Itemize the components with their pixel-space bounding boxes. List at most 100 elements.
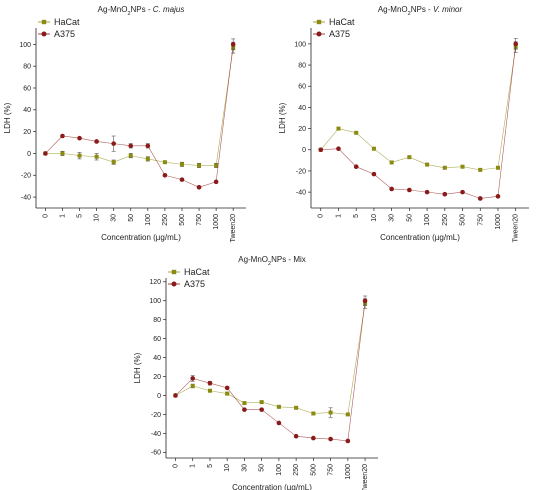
chart-title-part: Ag-MnO [238, 255, 268, 264]
chart-title-part: C. majus [153, 5, 185, 14]
legend-swatch [41, 19, 47, 25]
data-point [371, 146, 376, 151]
data-point [477, 196, 483, 201]
x-tick-label: 30 [111, 214, 118, 222]
chart-title-part: V. minor [433, 5, 463, 14]
data-point [478, 167, 483, 172]
legend-swatch [316, 31, 322, 37]
data-point [442, 191, 448, 197]
series-a375 [43, 38, 236, 190]
x-tick-label: 1 [190, 464, 197, 468]
legend-label: A375 [184, 279, 205, 289]
series-a375 [318, 38, 519, 201]
series-hacat [318, 41, 518, 172]
x-tick-label: Tween20 [513, 214, 520, 243]
data-point [389, 160, 394, 165]
y-axis-label: LDH (%) [278, 102, 287, 133]
y-tick-label: 0 [27, 151, 31, 158]
chart-title: Ag-MnO2NPs - Mix [238, 255, 306, 267]
y-tick-label: -20 [21, 173, 31, 180]
chart-title-part: NPs - Mix [271, 255, 306, 264]
x-tick-label: 250 [293, 464, 300, 476]
x-axis-label: Concentration (µg/mL) [380, 233, 460, 242]
data-point [460, 189, 465, 195]
data-point [513, 41, 519, 47]
chart-title-part: NPs - [131, 5, 153, 14]
data-point [77, 135, 82, 141]
data-point [294, 405, 299, 410]
x-tick-label: 0 [318, 214, 325, 218]
chart-title: Ag-MnO2NPs - V. minor [378, 5, 463, 17]
chart-title-part: NPs - [411, 5, 433, 14]
y-tick-label: 80 [298, 62, 306, 69]
data-point [336, 126, 341, 131]
legend-label: A375 [54, 29, 75, 39]
data-point [345, 438, 351, 444]
x-tick-label: 1000 [213, 214, 220, 230]
x-tick-label: 100 [145, 214, 152, 226]
data-point [407, 187, 412, 193]
data-point [318, 147, 324, 153]
x-tick-label: 10 [94, 214, 101, 222]
y-axis-label: LDH (%) [3, 102, 12, 133]
legend-swatch [316, 19, 322, 25]
series-line [175, 300, 366, 442]
y-tick-label: 40 [23, 107, 31, 114]
data-point [94, 139, 99, 144]
x-tick-label: 100 [276, 464, 283, 476]
y-tick-label: 0 [157, 393, 161, 400]
series-line [320, 43, 517, 199]
legend-label: HaCat [184, 267, 210, 277]
x-tick-label: 500 [310, 464, 317, 476]
data-point [77, 153, 82, 158]
data-point [145, 156, 150, 161]
x-tick-label: 1000 [345, 464, 352, 480]
data-point [460, 164, 465, 169]
x-tick-label: Tween20 [362, 464, 369, 490]
legend-label: A375 [329, 29, 350, 39]
series-a375 [173, 295, 368, 444]
data-point [259, 407, 264, 412]
legend-swatch [171, 269, 177, 275]
data-point [60, 133, 65, 139]
series-hacat [43, 41, 236, 168]
series-line [45, 47, 234, 166]
chart-3: Ag-MnO2NPs - Mix-60-40-20020406080100120… [133, 255, 378, 490]
legend-swatch [171, 281, 177, 287]
y-tick-label: 80 [153, 317, 161, 324]
data-point [389, 186, 394, 192]
x-tick-label: 30 [389, 214, 396, 222]
data-point [242, 407, 247, 412]
chart-1: Ag-MnO2NPs - C. majus-40-200204060801000… [3, 5, 246, 242]
x-tick-label: Tween20 [230, 214, 237, 243]
data-point [242, 401, 247, 406]
data-point [259, 400, 264, 405]
data-point [214, 163, 219, 168]
data-point [190, 376, 196, 381]
chart-title-part: 2 [268, 261, 271, 267]
data-point [224, 385, 230, 391]
chart-title-part: 2 [127, 11, 130, 17]
x-tick-label: 5 [207, 464, 214, 468]
y-tick-label: 60 [298, 84, 306, 91]
y-tick-label: 60 [153, 336, 161, 343]
x-tick-label: 500 [179, 214, 186, 226]
data-point [495, 194, 501, 199]
data-point [179, 162, 184, 167]
y-axis-label: LDH (%) [133, 352, 142, 383]
x-tick-label: 0 [172, 464, 179, 468]
data-point [311, 411, 316, 416]
data-point [311, 435, 316, 441]
data-point [495, 165, 500, 170]
data-point [293, 433, 299, 439]
y-tick-label: 40 [153, 355, 161, 362]
y-tick-label: 100 [149, 298, 161, 305]
data-point [197, 163, 202, 168]
y-tick-label: -20 [151, 412, 161, 419]
y-tick-label: 100 [19, 42, 31, 49]
x-tick-label: 50 [406, 214, 413, 222]
series-line [320, 47, 517, 171]
chart-2: Ag-MnO2NPs - V. minor-40-200204060801000… [278, 5, 529, 242]
x-tick-label: 50 [259, 464, 266, 472]
